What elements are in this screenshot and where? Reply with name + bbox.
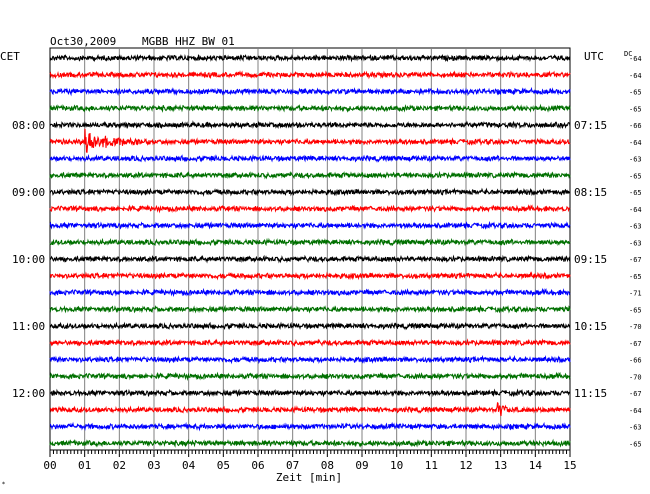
- utc-hour-label: 08:15: [574, 186, 607, 199]
- dc-offset-label: -65: [629, 306, 642, 314]
- x-tick-label: 04: [182, 459, 196, 472]
- trace-row-5: [49, 128, 571, 153]
- trace-row-18: [49, 354, 571, 365]
- dc-offset-label: -63: [629, 223, 642, 231]
- trace-row-14: [49, 287, 571, 298]
- dc-offset-label: -71: [629, 290, 642, 298]
- x-tick-label: 08: [321, 459, 334, 472]
- station-label: MGBB HHZ BW 01: [142, 35, 235, 48]
- trace-row-13: [49, 271, 571, 281]
- dc-label: DC: [624, 50, 632, 58]
- trace-row-23: [49, 438, 571, 448]
- x-tick-label: 11: [425, 459, 438, 472]
- corner-mark: *: [2, 481, 5, 488]
- dc-offset-label: -65: [629, 273, 642, 281]
- trace-row-12: [49, 254, 571, 264]
- trace-row-4: [49, 120, 571, 130]
- x-tick-label: 10: [390, 459, 403, 472]
- trace-row-0: [49, 53, 571, 63]
- trace-row-19: [49, 371, 571, 381]
- x-axis-ticks: 00 01 02 03 04 05 06 07 08 09 10 11 12 13 14 15: [43, 450, 577, 472]
- utc-hour-label: 07:15: [574, 119, 607, 132]
- dc-offset-label: -64: [629, 55, 642, 63]
- dc-offset-label: -66: [629, 122, 642, 130]
- dc-offset-labels: -64 -64 -65 -65 -66 -64 -63 -65 -65 -64 -63 -63 -67 -…: [629, 55, 642, 448]
- dc-offset-label: -64: [629, 72, 642, 80]
- dc-offset-label: -66: [629, 357, 642, 365]
- dc-offset-label: -64: [629, 407, 642, 415]
- dc-offset-label: -65: [629, 189, 642, 197]
- trace-row-9: [49, 204, 571, 214]
- dc-offset-label: -65: [629, 89, 642, 97]
- trace-row-10: [49, 220, 571, 230]
- x-tick-label: 14: [529, 459, 543, 472]
- cet-hour-label: 12:00: [12, 387, 45, 400]
- dc-offset-label: -63: [629, 156, 642, 164]
- utc-label: UTC: [584, 50, 604, 63]
- x-tick-label: 06: [251, 459, 264, 472]
- utc-hour-label: 10:15: [574, 320, 607, 333]
- x-tick-label: 15: [563, 459, 576, 472]
- dc-offset-label: -64: [629, 139, 642, 147]
- x-tick-label: 09: [355, 459, 368, 472]
- cet-hour-label: 09:00: [12, 186, 45, 199]
- x-tick-label: 05: [217, 459, 230, 472]
- utc-hour-label: 11:15: [574, 387, 607, 400]
- dc-offset-label: -67: [629, 340, 642, 348]
- x-tick-label: 07: [286, 459, 299, 472]
- date-label: Oct30,2009: [50, 35, 116, 48]
- dc-offset-label: -65: [629, 172, 642, 180]
- x-axis-title: Zeit [min]: [276, 471, 342, 484]
- dc-offset-label: -63: [629, 239, 642, 247]
- trace-row-20: [49, 388, 571, 398]
- utc-hour-label: 09:15: [574, 253, 607, 266]
- dc-offset-label: -67: [629, 256, 642, 264]
- dc-offset-label: -70: [629, 373, 642, 381]
- cet-label: CET: [0, 50, 20, 63]
- hour-labels: 08:00 07:15 09:00 08:15 10:00 09:15 11:00 10:15…: [12, 119, 607, 400]
- trace-row-16: [49, 321, 571, 331]
- x-tick-label: 00: [43, 459, 56, 472]
- dc-offset-label: -67: [629, 390, 642, 398]
- dc-offset-label: -65: [629, 440, 642, 448]
- x-tick-label: 02: [113, 459, 126, 472]
- trace-row-3: [49, 103, 571, 113]
- trace-row-11: [49, 237, 571, 247]
- x-tick-label: 12: [459, 459, 472, 472]
- grid-lines: [84, 48, 536, 450]
- trace-row-21: [49, 401, 571, 417]
- trace-group: [49, 53, 571, 448]
- x-tick-label: 03: [147, 459, 160, 472]
- dc-offset-label: -63: [629, 424, 642, 432]
- x-tick-label: 13: [494, 459, 507, 472]
- trace-row-1: [49, 70, 571, 80]
- trace-row-6: [49, 153, 571, 163]
- trace-row-22: [49, 421, 571, 432]
- dc-offset-label: -65: [629, 105, 642, 113]
- x-tick-label: 01: [78, 459, 91, 472]
- trace-row-15: [49, 304, 571, 314]
- trace-row-7: [49, 170, 571, 180]
- dc-offset-label: -64: [629, 206, 642, 214]
- cet-hour-label: 10:00: [12, 253, 45, 266]
- trace-row-8: [49, 187, 571, 197]
- cet-hour-label: 11:00: [12, 320, 45, 333]
- trace-row-17: [49, 338, 571, 348]
- cet-hour-label: 08:00: [12, 119, 45, 132]
- dc-offset-label: -70: [629, 323, 642, 331]
- trace-row-2: [49, 86, 571, 97]
